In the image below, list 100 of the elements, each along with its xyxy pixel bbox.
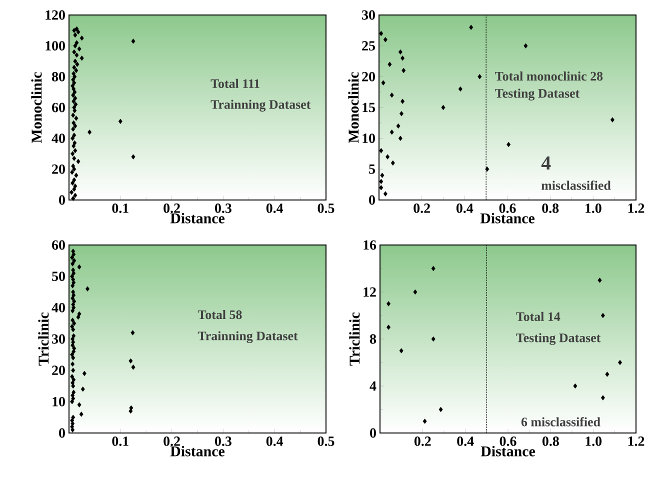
point (398, 49, 402, 55)
point (469, 24, 474, 30)
annotation: Trainning Dataset (198, 331, 298, 344)
point (70, 180, 75, 186)
annotation: Testing Dataset (516, 333, 601, 345)
point (80, 56, 84, 61)
point (413, 289, 418, 295)
x-tick-label: 0.4 (456, 204, 474, 213)
point (71, 267, 76, 273)
point (441, 104, 446, 110)
point (88, 130, 92, 135)
x-tick-label: 0.8 (542, 204, 559, 213)
annotation: Total 111 (210, 78, 260, 88)
point (72, 156, 76, 161)
point (396, 123, 400, 129)
point (79, 412, 84, 417)
point (70, 352, 74, 358)
point (74, 116, 78, 121)
point (402, 68, 406, 74)
x-tick-label: 0.3 (215, 204, 232, 213)
point (390, 160, 395, 166)
point (71, 414, 76, 420)
point (431, 336, 436, 342)
point (380, 172, 384, 178)
x-tick-label: 0.2 (414, 436, 431, 446)
x-tick-label: 0.3 (215, 436, 232, 446)
point (73, 96, 78, 101)
y-tick-label: 30 (52, 334, 65, 344)
x-tick-label: 1.0 (586, 204, 602, 213)
y-tick-label: 50 (52, 272, 65, 282)
point (438, 406, 443, 412)
point (386, 301, 391, 306)
point (73, 192, 78, 198)
point (390, 92, 394, 98)
point (388, 62, 392, 67)
y-tick-label: 8 (370, 334, 376, 344)
point (72, 333, 76, 338)
x-tick-label: 0.6 (499, 204, 516, 213)
annotation: Total 14 (516, 312, 560, 321)
point (72, 390, 76, 395)
point (72, 143, 76, 149)
point (72, 377, 76, 382)
y-tick-label: 100 (46, 41, 65, 51)
point (73, 43, 78, 48)
point (74, 52, 79, 58)
point (82, 370, 86, 376)
point (70, 190, 74, 195)
point (70, 374, 74, 380)
point (400, 98, 405, 104)
annotation: Trainning Dataset (210, 100, 311, 112)
annotation: misclassified (541, 180, 611, 190)
point (71, 289, 76, 295)
x-tick-label: 0.4 (266, 204, 284, 213)
point (70, 136, 75, 141)
point (72, 70, 76, 76)
point (70, 261, 75, 266)
x-tick-label: 0.2 (164, 204, 180, 213)
point (458, 86, 462, 92)
y-tick-label: 120 (46, 10, 65, 20)
point (73, 123, 78, 129)
point (71, 248, 76, 254)
annotation: Testing Dataset (495, 88, 580, 100)
x-tick-label: 0.2 (414, 204, 430, 213)
point (70, 151, 75, 156)
x-axis-title: Distance (170, 446, 225, 456)
point (72, 64, 76, 70)
point (70, 380, 75, 386)
annotation: Total monoclinic 28 (495, 71, 603, 81)
x-tick-label: 0.1 (112, 204, 128, 213)
point (70, 296, 75, 301)
point (73, 148, 78, 154)
point (600, 395, 605, 400)
y-tick-label: 0 (369, 195, 375, 205)
point (386, 154, 390, 160)
point (71, 126, 76, 132)
x-tick-label: 0.6 (500, 436, 516, 446)
point (73, 32, 78, 38)
y-tick-label: 10 (52, 396, 65, 406)
point (72, 298, 76, 304)
point (130, 330, 135, 336)
point (379, 148, 384, 154)
point (605, 372, 610, 377)
annotation: 6 misclassified (521, 417, 600, 426)
point (71, 368, 76, 373)
point (379, 30, 384, 36)
y-tick-label: 40 (52, 302, 65, 312)
x-tick-label: 1.2 (628, 436, 644, 446)
y-tick-label: 0 (59, 428, 65, 438)
y-tick-label: 5 (369, 164, 375, 174)
point (131, 38, 136, 44)
point (506, 142, 511, 148)
y-tick-label: 10 (362, 134, 375, 144)
point (573, 383, 578, 389)
point (71, 77, 76, 82)
annotation: Total 58 (198, 310, 242, 320)
point (381, 80, 386, 86)
point (524, 43, 528, 48)
point (70, 274, 74, 279)
point (72, 28, 76, 34)
x-tick-label: 1.0 (586, 436, 602, 446)
